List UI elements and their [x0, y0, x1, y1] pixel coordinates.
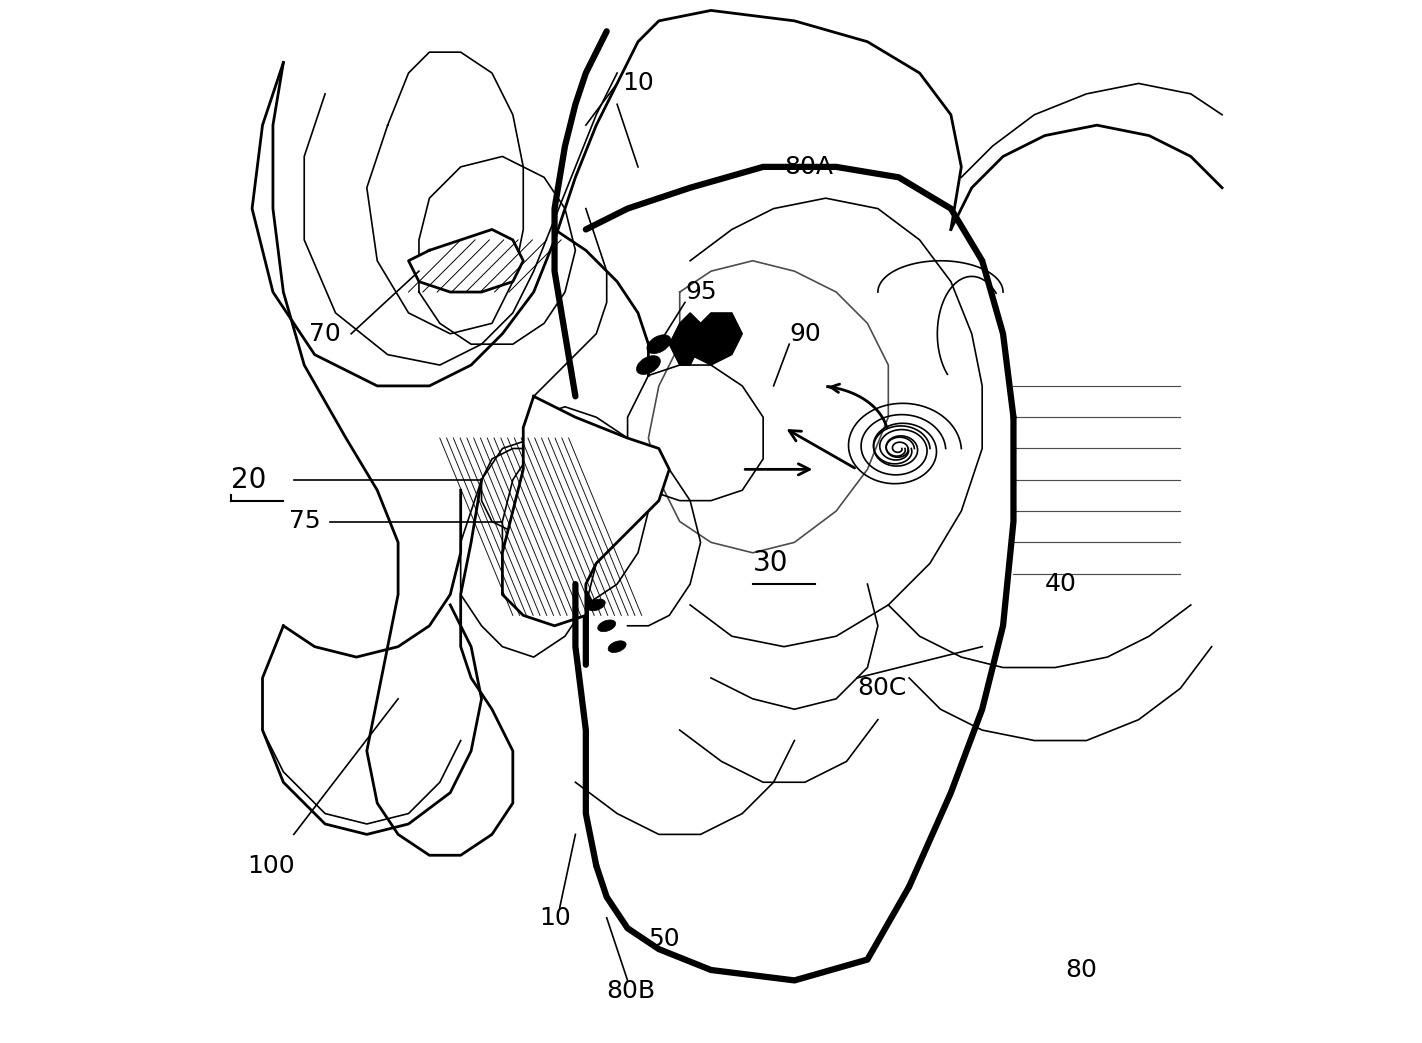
Text: 75: 75 [289, 509, 320, 534]
Text: 30: 30 [752, 550, 788, 577]
Text: 80: 80 [1065, 957, 1098, 983]
Ellipse shape [647, 335, 671, 354]
Text: 100: 100 [247, 853, 294, 878]
Polygon shape [408, 229, 523, 292]
Text: 95: 95 [685, 280, 717, 305]
Text: 70: 70 [310, 321, 341, 346]
Text: 80C: 80C [857, 676, 906, 701]
Polygon shape [670, 313, 701, 365]
Text: 80B: 80B [607, 978, 656, 1003]
Ellipse shape [609, 640, 626, 653]
Polygon shape [502, 396, 670, 626]
Ellipse shape [637, 356, 660, 374]
Text: 20: 20 [232, 466, 266, 493]
Text: 90: 90 [789, 321, 820, 346]
Text: 10: 10 [539, 905, 570, 930]
Ellipse shape [587, 599, 606, 611]
Ellipse shape [597, 620, 616, 632]
Polygon shape [690, 313, 742, 365]
Text: 80A: 80A [784, 154, 833, 179]
Text: 50: 50 [648, 926, 680, 951]
Text: 40: 40 [1045, 572, 1076, 597]
Text: 10: 10 [623, 71, 654, 96]
